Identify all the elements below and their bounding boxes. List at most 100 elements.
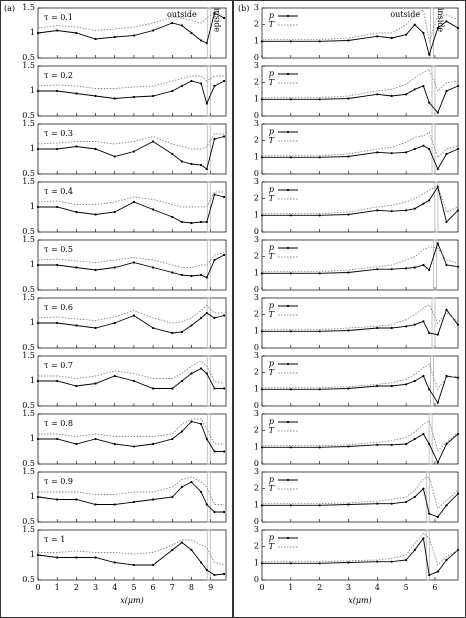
- legend-label: T: [269, 368, 275, 377]
- data-point: [199, 490, 203, 494]
- x-tick-label: 1: [288, 583, 293, 592]
- y-tick-label: 1.5: [22, 61, 35, 70]
- data-point: [318, 446, 321, 449]
- y-tick-label: 1.5: [22, 3, 35, 12]
- y-tick-label: 0.5: [22, 517, 35, 526]
- data-point: [75, 145, 78, 148]
- y-tick-label: 1.5: [22, 119, 35, 128]
- legend-marker: [286, 478, 290, 482]
- data-point: [222, 510, 226, 514]
- data-point: [56, 321, 59, 325]
- data-line: [38, 420, 225, 452]
- y-tick-label: 0: [254, 517, 259, 526]
- data-point: [436, 570, 439, 573]
- data-point: [199, 82, 203, 85]
- data-point: [36, 437, 40, 441]
- data-point: [260, 214, 264, 217]
- y-tick-label: 1.5: [22, 467, 35, 476]
- data-point: [132, 314, 136, 317]
- data-point: [36, 89, 40, 93]
- data-line: [37, 12, 225, 31]
- data-point: [180, 379, 183, 383]
- legend-label: p: [269, 475, 274, 484]
- data-point: [113, 442, 116, 446]
- data-point: [422, 202, 425, 205]
- plot-title: τ = 0.1: [44, 13, 73, 22]
- data-point: [213, 510, 216, 514]
- data-point: [376, 326, 379, 330]
- data-point: [132, 34, 136, 37]
- y-tick-label: 1: [254, 326, 259, 335]
- y-tick-label: 1: [254, 210, 259, 219]
- data-point: [390, 560, 393, 563]
- data-point: [222, 314, 226, 317]
- data-point: [36, 147, 40, 151]
- data-point: [436, 333, 439, 336]
- data-point: [180, 330, 183, 334]
- data-point: [36, 495, 40, 499]
- data-point: [318, 272, 321, 275]
- data-point: [36, 553, 40, 557]
- data-line: [37, 541, 225, 576]
- data-point: [390, 326, 393, 330]
- data-point: [213, 387, 216, 390]
- legend-label: p: [269, 243, 274, 252]
- data-point: [190, 79, 193, 83]
- legend-marker: [286, 72, 290, 76]
- y-tick-label: 1: [254, 442, 259, 451]
- data-point: [405, 93, 408, 96]
- data-point: [376, 268, 379, 271]
- legend-label: p: [269, 417, 274, 426]
- data-line: [262, 8, 459, 44]
- data-point: [260, 272, 264, 275]
- boundary: [430, 355, 434, 407]
- plot-frame: [37, 529, 227, 581]
- data-point: [428, 268, 431, 272]
- data-point: [199, 367, 203, 370]
- legend-marker: [286, 536, 290, 540]
- legend-marker: [286, 246, 290, 250]
- data-point: [213, 193, 216, 196]
- data-point: [376, 560, 379, 563]
- data-point: [390, 384, 393, 388]
- data-point: [347, 503, 350, 506]
- data-point: [75, 92, 78, 95]
- y-tick-label: 2: [254, 194, 259, 203]
- data-point: [56, 263, 59, 267]
- boundary: [431, 297, 436, 349]
- data-point: [180, 84, 183, 88]
- legend-marker: [286, 304, 290, 308]
- data-point: [413, 495, 416, 499]
- data-point: [152, 208, 155, 211]
- data-point: [190, 31, 193, 35]
- data-point: [347, 271, 350, 274]
- data-point: [428, 512, 431, 515]
- data-point: [413, 548, 416, 552]
- y-tick-label: 3: [254, 525, 259, 534]
- x-tick-label: 0: [259, 583, 264, 592]
- data-point: [456, 376, 460, 379]
- plot-title: τ = 0.5: [44, 245, 73, 254]
- data-point: [222, 572, 226, 576]
- data-point: [422, 84, 425, 88]
- data-point: [75, 31, 78, 35]
- data-point: [75, 498, 78, 501]
- data-point: [152, 326, 155, 330]
- data-point: [171, 437, 174, 441]
- y-tick-label: 0.5: [22, 169, 35, 178]
- data-point: [222, 16, 226, 20]
- y-tick-label: 0.5: [22, 343, 35, 352]
- plot-frame: [261, 355, 459, 407]
- data-point: [405, 267, 408, 270]
- plot-frame: [261, 7, 459, 59]
- data-point: [190, 480, 193, 484]
- y-tick-label: 0.5: [22, 401, 35, 410]
- data-point: [113, 266, 116, 269]
- panel-frame: [0, 0, 233, 618]
- data-line: [38, 136, 225, 170]
- data-point: [422, 263, 425, 267]
- boundary: [206, 181, 211, 233]
- data-point: [56, 147, 59, 151]
- data-point: [376, 443, 379, 446]
- annotation: inside: [436, 8, 445, 32]
